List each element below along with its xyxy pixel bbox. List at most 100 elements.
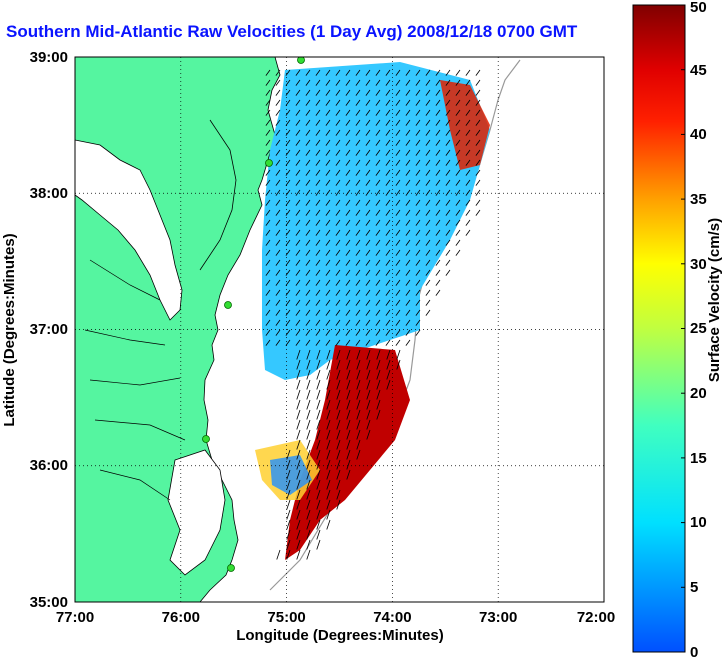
velocity-vector — [265, 289, 271, 296]
velocity-vector — [445, 109, 451, 116]
velocity-vector — [425, 79, 431, 86]
velocity-vector — [366, 379, 371, 390]
velocity-vector — [345, 179, 351, 186]
velocity-vector — [385, 69, 391, 76]
velocity-vector — [345, 209, 351, 216]
velocity-vector — [455, 89, 461, 96]
colorbar-label: Surface Velocity (cm/s) — [706, 218, 723, 382]
velocity-vector — [415, 239, 421, 246]
velocity-vector — [405, 279, 411, 286]
velocity-vector — [325, 229, 331, 236]
velocity-vector — [405, 309, 411, 316]
velocity-vector — [415, 119, 421, 126]
velocity-vector — [365, 319, 371, 326]
velocity-vector — [306, 499, 311, 510]
velocity-vector — [365, 189, 371, 196]
velocity-vector — [275, 139, 281, 146]
velocity-vector — [366, 359, 371, 370]
velocity-vector — [475, 169, 481, 176]
velocity-vector — [445, 229, 451, 236]
y-tick-label: 39:00 — [30, 49, 68, 66]
velocity-vector — [395, 109, 401, 116]
velocity-vector — [385, 199, 391, 206]
velocity-vector — [306, 479, 311, 490]
velocity-vector — [365, 249, 371, 256]
velocity-vector — [385, 339, 391, 346]
velocity-vector — [305, 109, 311, 116]
velocity-vector — [285, 239, 291, 246]
velocity-vector — [415, 249, 421, 256]
velocity-vector — [285, 199, 291, 206]
velocity-vector — [316, 389, 321, 400]
delmarva-bay-edge — [199, 119, 237, 271]
velocity-vector — [325, 99, 331, 106]
velocity-vector — [445, 129, 451, 136]
velocity-vector — [275, 229, 281, 236]
velocity-vector — [285, 329, 291, 336]
velocity-vector — [305, 219, 311, 226]
velocity-vector — [275, 129, 281, 136]
velocity-vector — [375, 169, 381, 176]
velocity-vector — [415, 319, 421, 326]
velocity-vector — [275, 319, 281, 326]
velocity-vector — [376, 359, 381, 370]
velocity-vector — [336, 349, 341, 360]
velocity-vector — [326, 419, 331, 430]
velocity-vector — [385, 329, 391, 336]
velocity-vector — [415, 159, 421, 166]
velocity-vector — [355, 289, 361, 296]
velocity-vector — [375, 139, 381, 146]
velocity-vector — [325, 149, 331, 156]
velocity-vector — [285, 229, 291, 236]
velocity-vector — [265, 109, 271, 116]
velocity-vector — [365, 219, 371, 226]
velocity-vector — [375, 269, 381, 276]
velocity-vector — [306, 529, 311, 540]
velocity-vector — [425, 159, 431, 166]
velocity-vector — [286, 539, 291, 550]
velocity-vector — [345, 339, 351, 346]
velocity-vector — [326, 409, 331, 420]
velocity-vector — [346, 359, 351, 370]
velocity-vector — [295, 219, 301, 226]
velocity-vector — [335, 189, 341, 196]
velocity-vector — [285, 279, 291, 286]
velocity-vector — [265, 139, 271, 146]
velocity-vector — [375, 249, 381, 256]
velocity-vector — [306, 379, 311, 390]
velocity-vector — [475, 149, 481, 156]
velocity-vector — [306, 519, 311, 530]
velocity-vector — [265, 169, 271, 176]
velocity-vector — [325, 179, 331, 186]
velocity-vector — [305, 169, 311, 176]
velocity-vector — [265, 229, 271, 236]
velocity-vector — [316, 349, 321, 360]
velocity-vector — [315, 319, 321, 326]
velocity-vector — [405, 119, 411, 126]
velocity-vector — [405, 69, 411, 76]
velocity-vector — [356, 399, 361, 410]
velocity-vector — [425, 249, 431, 256]
velocity-vector — [425, 149, 431, 156]
velocity-vector — [415, 289, 421, 296]
velocity-vector — [355, 159, 361, 166]
velocity-vector — [275, 299, 281, 306]
velocity-vector — [445, 149, 451, 156]
velocity-vector — [415, 189, 421, 196]
radar-station — [202, 435, 210, 443]
velocity-vector — [375, 189, 381, 196]
velocity-vector — [325, 159, 331, 166]
velocity-vector — [275, 99, 281, 106]
colorbar-tick-labels: 0 5 10 15 20 25 30 35 40 45 50 — [690, 0, 707, 659]
velocity-vector — [275, 199, 281, 206]
velocity-vector — [305, 189, 311, 196]
velocity-vector — [275, 289, 281, 296]
velocity-vector — [325, 269, 331, 276]
velocity-vector — [385, 259, 391, 266]
velocity-vector — [386, 359, 391, 370]
velocity-vector — [305, 289, 311, 296]
velocity-vector — [375, 209, 381, 216]
velocity-vector — [415, 179, 421, 186]
velocity-vector — [405, 269, 411, 276]
velocity-vector — [265, 99, 271, 106]
